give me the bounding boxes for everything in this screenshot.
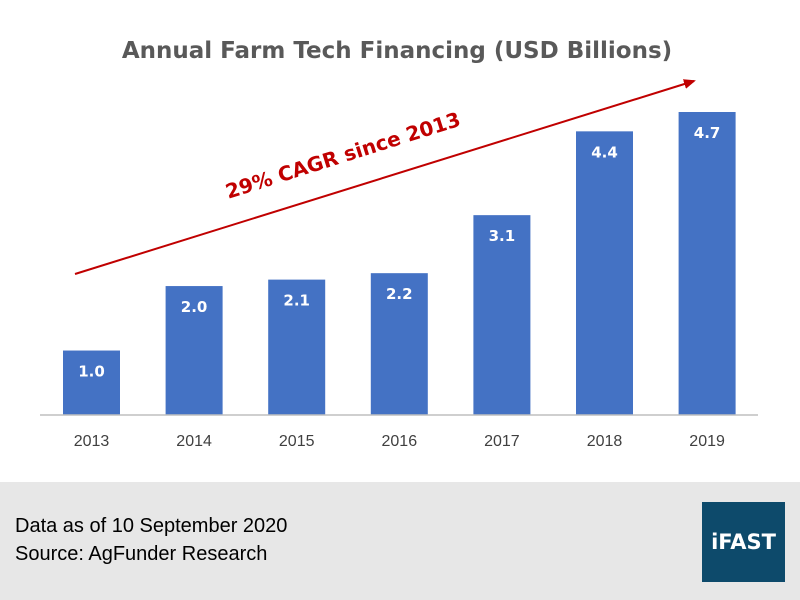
- x-tick-2019: 2019: [689, 433, 725, 450]
- bar-2015: [268, 279, 326, 415]
- cagr-annotation: 29% CAGR since 2013: [223, 107, 464, 204]
- bar-value-label-2018: 4.4: [591, 143, 618, 161]
- bar-value-label-2013: 1.0: [78, 363, 105, 381]
- bars-layer: 1.0 2.0 2.1 2.2 3.1 4.4 4.7: [63, 112, 736, 415]
- bar-chart: Annual Farm Tech Financing (USD Billions…: [40, 38, 758, 450]
- x-tick-2017: 2017: [484, 433, 520, 450]
- x-tick-2018: 2018: [587, 433, 623, 450]
- footer-band: Data as of 10 September 2020 Source: AgF…: [0, 482, 800, 600]
- source-note: Source: AgFunder Research: [15, 543, 268, 565]
- bar-2014: [165, 286, 223, 415]
- x-tick-2015: 2015: [279, 433, 315, 450]
- bar-value-label-2019: 4.7: [694, 124, 721, 142]
- bar-value-label-2016: 2.2: [386, 285, 413, 303]
- trend-arrow: [74, 79, 696, 275]
- x-tick-2014: 2014: [176, 433, 212, 450]
- ifast-logo: iFAST: [702, 502, 785, 582]
- x-tick-labels: 2013 2014 2015 2016 2017 2018 2019: [74, 433, 725, 450]
- bar-2018: [576, 131, 633, 415]
- bar-2017: [473, 215, 531, 415]
- data-date-note: Data as of 10 September 2020: [15, 515, 288, 537]
- bar-2019: [678, 112, 736, 415]
- x-tick-2016: 2016: [382, 433, 418, 450]
- bar-value-label-2017: 3.1: [489, 227, 516, 245]
- chart-title: Annual Farm Tech Financing (USD Billions…: [122, 38, 672, 64]
- bar-2013: [63, 350, 120, 415]
- x-tick-2013: 2013: [74, 433, 110, 450]
- bar-value-label-2015: 2.1: [283, 292, 310, 310]
- bar-2016: [370, 273, 428, 415]
- bar-value-label-2014: 2.0: [181, 298, 208, 316]
